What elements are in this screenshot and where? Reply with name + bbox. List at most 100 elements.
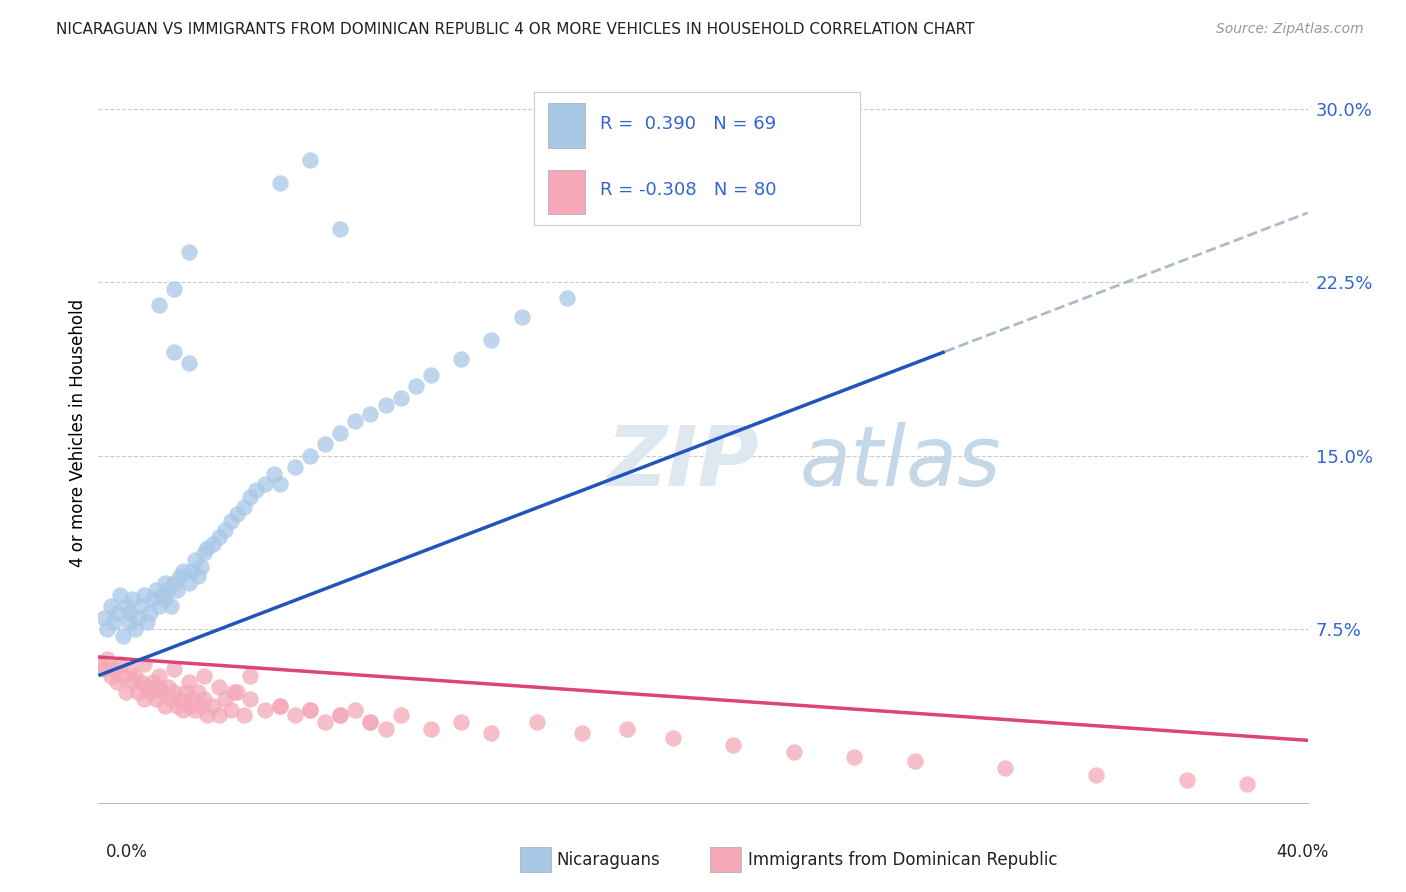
Point [239,668,262,682]
Point [202,698,225,713]
Point [187,685,209,699]
Point [190,698,212,713]
Text: R =  0.390   N = 69: R = 0.390 N = 69 [600,115,776,133]
Point [127,685,149,699]
Point [208,680,231,694]
Text: ZIP: ZIP [606,422,759,503]
Point [111,629,134,643]
Point [783,745,806,759]
Point [994,761,1017,775]
Point [172,703,194,717]
Point [103,662,125,676]
Point [118,662,141,676]
Point [253,476,276,491]
Point [179,698,201,713]
Point [96,622,118,636]
Point [481,333,503,347]
Point [314,437,336,451]
Point [245,483,267,498]
Point [174,685,197,699]
Point [118,615,141,630]
Point [118,606,141,620]
Point [93,662,115,676]
Point [232,500,254,514]
Y-axis label: 4 or more Vehicles in Household: 4 or more Vehicles in Household [69,299,87,566]
Point [221,703,243,717]
Point [145,582,167,597]
Point [166,582,188,597]
Point [100,599,122,614]
Point [121,675,143,690]
Point [420,368,443,382]
Point [150,588,173,602]
Text: 0.0%: 0.0% [105,843,148,861]
Point [239,491,262,505]
Point [169,691,191,706]
Point [148,298,170,312]
Point [129,599,152,614]
Point [344,703,367,717]
Point [510,310,533,324]
Point [269,698,291,713]
Point [450,351,472,366]
Point [1175,772,1198,787]
Point [329,707,352,722]
Point [481,726,503,740]
Point [181,565,204,579]
Point [299,703,322,717]
Point [195,707,218,722]
Point [360,714,382,729]
Point [139,685,162,699]
Point [224,685,246,699]
Point [214,691,236,706]
Point [135,615,157,630]
Point [96,652,118,666]
Point [360,714,382,729]
Point [132,657,155,671]
Bar [548,103,585,147]
Point [389,707,412,722]
Point [208,530,231,544]
Point [226,685,249,699]
Text: Source: ZipAtlas.com: Source: ZipAtlas.com [1216,22,1364,37]
Point [263,467,285,482]
Point [139,606,162,620]
Point [374,398,396,412]
Text: Immigrants from Dominican Republic: Immigrants from Dominican Republic [748,851,1057,869]
Point [344,414,367,428]
Point [105,606,128,620]
Point [121,592,143,607]
Point [195,541,218,556]
Point [269,176,291,190]
Bar [548,169,585,214]
Point [284,460,307,475]
Point [226,507,249,521]
Point [360,407,382,421]
Point [160,691,183,706]
Point [184,703,207,717]
Point [723,738,745,752]
Point [405,379,427,393]
Text: NICARAGUAN VS IMMIGRANTS FROM DOMINICAN REPUBLIC 4 OR MORE VEHICLES IN HOUSEHOLD: NICARAGUAN VS IMMIGRANTS FROM DOMINICAN … [56,22,974,37]
Point [1236,777,1258,791]
Point [142,675,165,690]
Point [239,691,262,706]
Point [172,565,194,579]
Point [114,685,136,699]
FancyBboxPatch shape [534,92,860,226]
Point [153,698,176,713]
Point [661,731,683,745]
Point [163,685,186,699]
Point [148,599,170,614]
Point [100,668,122,682]
Point [105,675,128,690]
Point [163,282,186,296]
Point [299,703,322,717]
Text: 40.0%: 40.0% [1277,843,1329,861]
Point [179,356,201,370]
Point [389,391,412,405]
Point [526,714,548,729]
Point [284,707,307,722]
Point [179,576,201,591]
Point [148,668,170,682]
